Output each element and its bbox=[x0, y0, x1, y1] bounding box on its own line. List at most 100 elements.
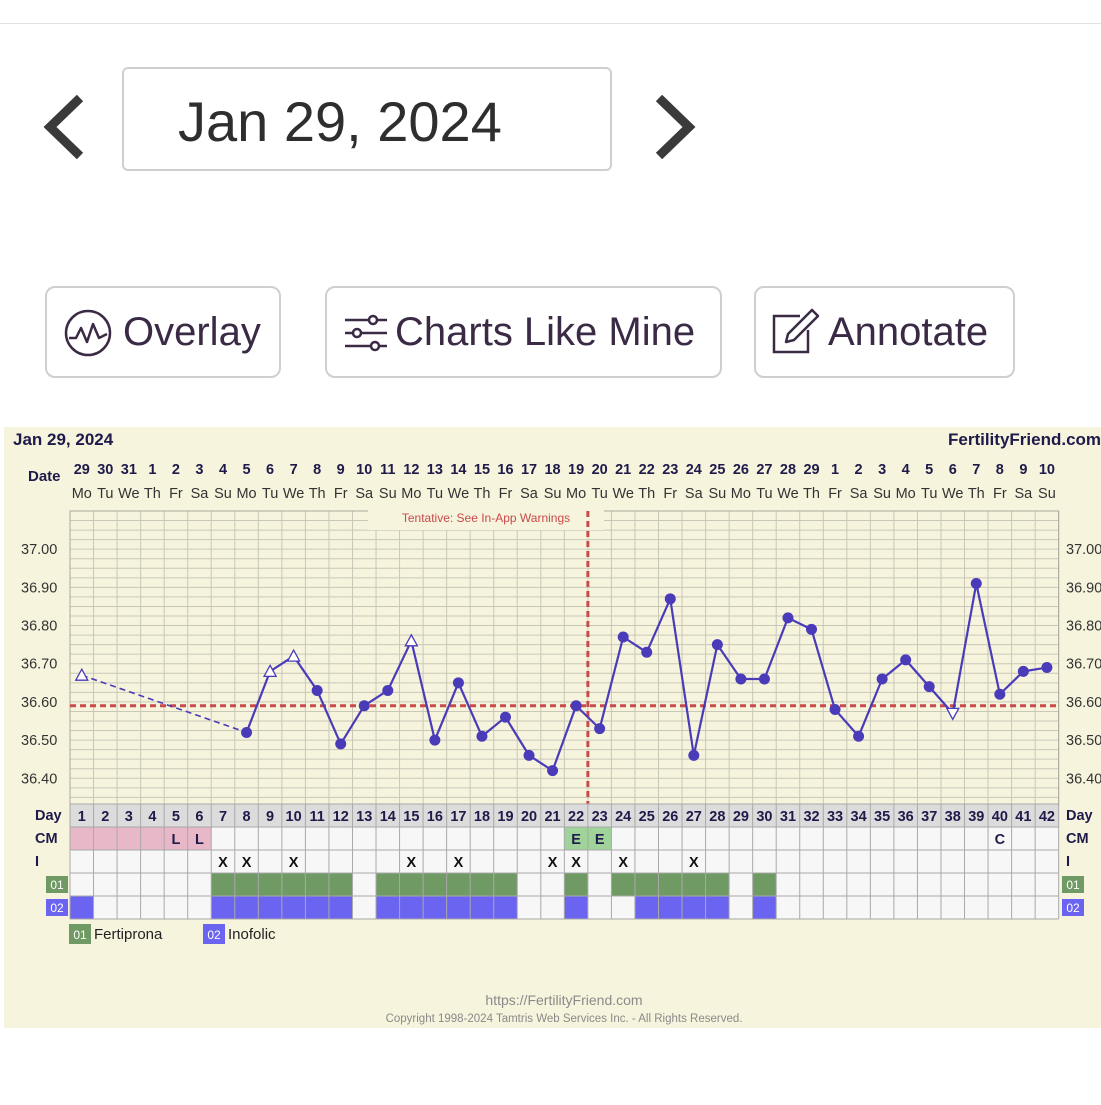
temp-line-segment bbox=[645, 598, 672, 653]
cycle-day-label: 11 bbox=[309, 809, 324, 825]
date-label: 9 bbox=[337, 462, 345, 478]
date-label: 4 bbox=[219, 462, 227, 478]
cycle-day-label: 12 bbox=[333, 809, 349, 825]
med2-cell bbox=[328, 896, 353, 919]
med1-cell bbox=[234, 873, 259, 896]
temp-line-segment bbox=[669, 598, 695, 756]
footer-url: https://FertilityFriend.com bbox=[485, 992, 642, 1008]
temp-point bbox=[241, 726, 253, 738]
cycle-day-label: 14 bbox=[380, 809, 396, 825]
weekday-label: We bbox=[448, 486, 470, 502]
med1-cell bbox=[376, 873, 400, 896]
weekday-label: Fr bbox=[828, 486, 842, 502]
cm-cell bbox=[140, 827, 165, 850]
date-label: 28 bbox=[780, 462, 796, 478]
date-label: 2 bbox=[855, 462, 863, 478]
prev-date-button[interactable] bbox=[38, 90, 98, 165]
weekday-label: Fr bbox=[169, 486, 183, 502]
cycle-day-label: 13 bbox=[356, 809, 372, 825]
weekday-label: Tu bbox=[756, 486, 772, 502]
date-label: 2 bbox=[172, 462, 180, 478]
weekday-label: Fr bbox=[334, 486, 348, 502]
med1-cell bbox=[399, 873, 424, 896]
weekday-label: Su bbox=[214, 486, 232, 502]
chevron-right-icon bbox=[655, 94, 696, 160]
cycle-day-label: 16 bbox=[427, 809, 443, 825]
cycle-day-label: 33 bbox=[827, 809, 843, 825]
cm-cell bbox=[70, 827, 94, 850]
med1-cell bbox=[611, 873, 635, 896]
temp-line-segment bbox=[457, 682, 483, 737]
legend-badge-code: 02 bbox=[207, 928, 221, 942]
row-label-right: Day bbox=[1066, 808, 1093, 824]
cycle-day-label: 36 bbox=[898, 809, 914, 825]
cm-label: L bbox=[195, 832, 204, 848]
y-tick-label-left: 36.60 bbox=[21, 695, 57, 711]
weekday-label: Mo bbox=[72, 486, 92, 502]
temp-point bbox=[758, 673, 770, 685]
cm-label: L bbox=[172, 832, 181, 848]
y-tick-label-left: 36.70 bbox=[21, 657, 57, 673]
date-selector[interactable]: Jan 29, 2024 bbox=[122, 67, 612, 171]
weekday-label: We bbox=[942, 486, 964, 502]
cm-cell bbox=[164, 827, 188, 850]
date-label: 9 bbox=[1019, 462, 1027, 478]
y-tick-label-left: 36.50 bbox=[21, 733, 57, 749]
weekday-label: We bbox=[118, 486, 140, 502]
cycle-day-label: 6 bbox=[195, 809, 203, 825]
annotate-button[interactable]: Annotate bbox=[754, 286, 1015, 378]
date-row-label: Date bbox=[28, 468, 61, 485]
cm-cell bbox=[93, 827, 118, 850]
date-label: 15 bbox=[474, 462, 490, 478]
sliders-icon bbox=[345, 314, 387, 352]
intercourse-mark: X bbox=[548, 855, 558, 871]
charts-like-mine-button[interactable]: Charts Like Mine bbox=[325, 286, 722, 378]
date-label: 7 bbox=[972, 462, 980, 478]
temp-point bbox=[499, 711, 511, 723]
temp-point bbox=[523, 749, 535, 761]
date-label: 16 bbox=[497, 462, 513, 478]
date-label: 3 bbox=[878, 462, 886, 478]
date-label: 19 bbox=[568, 462, 584, 478]
cycle-day-label: 30 bbox=[756, 809, 772, 825]
med1-cell bbox=[634, 873, 659, 896]
temp-point bbox=[688, 749, 700, 761]
weekday-label: Th bbox=[803, 486, 820, 502]
temp-line-segment bbox=[598, 636, 625, 729]
row-label-left: Day bbox=[35, 808, 62, 824]
date-label: 6 bbox=[266, 462, 274, 478]
date-label: 4 bbox=[902, 462, 910, 478]
date-label: 6 bbox=[949, 462, 957, 478]
cm-cell bbox=[117, 827, 141, 850]
cycle-day-label: 15 bbox=[403, 809, 419, 825]
cycle-day-label: 17 bbox=[450, 809, 466, 825]
y-tick-label-left: 36.80 bbox=[21, 619, 57, 635]
temp-point bbox=[547, 765, 559, 777]
weekday-label: Sa bbox=[685, 486, 704, 502]
edit-icon bbox=[772, 308, 820, 354]
row-label-left: I bbox=[35, 854, 39, 870]
legend-badge bbox=[203, 924, 225, 944]
date-label: 30 bbox=[97, 462, 113, 478]
temp-line-segment bbox=[763, 617, 789, 680]
temp-line-segment bbox=[716, 644, 742, 680]
weekday-label: We bbox=[283, 486, 305, 502]
next-date-button[interactable] bbox=[645, 90, 705, 165]
top-divider bbox=[0, 23, 1101, 24]
overlay-button[interactable]: Overlay bbox=[45, 286, 281, 378]
temp-point-open bbox=[286, 648, 301, 662]
weekday-label: Sa bbox=[850, 486, 869, 502]
cycle-day-label: 7 bbox=[219, 809, 227, 825]
date-label: 27 bbox=[756, 462, 772, 478]
cycle-day-label: 39 bbox=[968, 809, 984, 825]
weekday-label: Mo bbox=[731, 486, 751, 502]
date-label: 13 bbox=[427, 462, 443, 478]
intercourse-mark: X bbox=[242, 855, 252, 871]
med1-cell bbox=[658, 873, 683, 896]
temp-point bbox=[641, 646, 653, 658]
date-label: 10 bbox=[356, 462, 372, 478]
cycle-day-label: 21 bbox=[544, 809, 560, 825]
temp-point-open bbox=[262, 664, 278, 678]
temp-line-segment bbox=[81, 674, 247, 734]
temp-point bbox=[806, 623, 818, 635]
